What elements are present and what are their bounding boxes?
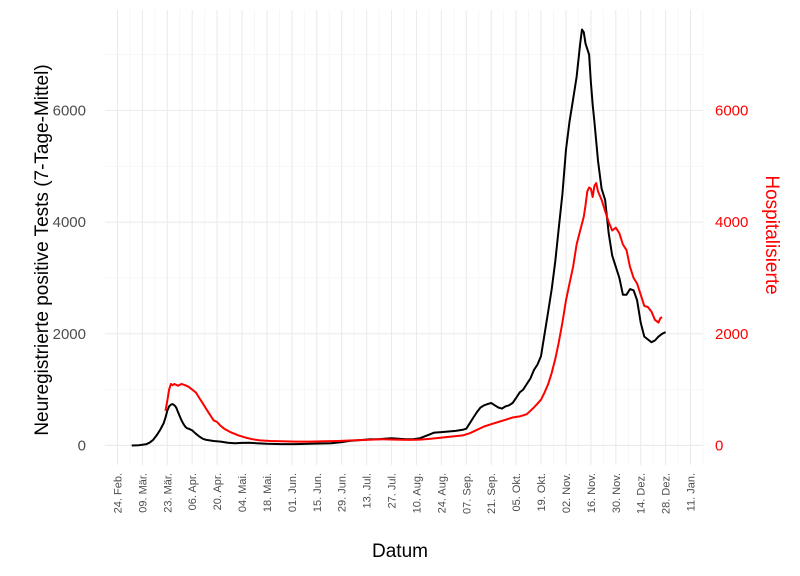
- y-tick-label: 0: [78, 437, 86, 454]
- series-lines: [131, 28, 667, 447]
- x-tick-label: 21. Sep.: [486, 473, 498, 514]
- x-axis: 24. Feb. 09. Mär. 23. Mär. 06. Apr. 20. Apr.…: [112, 473, 697, 514]
- x-tick-label: 07. Sep.: [461, 473, 473, 514]
- x-tick-label: 19. Okt.: [536, 473, 548, 512]
- grid: [105, 10, 704, 465]
- y-axis-left: 0 2000 4000 6000: [53, 102, 86, 454]
- x-tick-label: 11. Jan.: [686, 473, 698, 511]
- x-axis-title: Datum: [372, 541, 428, 562]
- x-tick-label: 28. Dez.: [661, 473, 673, 514]
- y-axis-right: 0 2000 4000 6000: [715, 102, 748, 454]
- y2-tick-label: 2000: [715, 326, 748, 343]
- x-tick-label: 04. Mai.: [237, 473, 249, 512]
- x-tick-label: 02. Nov.: [561, 473, 573, 513]
- x-tick-label: 27. Jul.: [387, 473, 399, 508]
- x-tick-label: 01. Jun.: [287, 473, 299, 512]
- y-tick-label: 6000: [53, 102, 86, 119]
- x-tick-label: 10. Aug.: [411, 473, 423, 513]
- y2-tick-label: 0: [715, 437, 723, 454]
- x-tick-label: 09. Mär.: [137, 473, 149, 513]
- y2-tick-label: 6000: [715, 102, 748, 119]
- x-tick-label: 24. Feb.: [112, 473, 124, 513]
- x-tick-label: 29. Jun.: [337, 473, 349, 512]
- x-tick-label: 06. Apr.: [187, 473, 199, 510]
- y2-tick-label: 4000: [715, 214, 748, 231]
- x-tick-label: 23. Mär.: [162, 473, 174, 513]
- y-tick-label: 2000: [53, 326, 86, 343]
- x-tick-label: 14. Dez.: [636, 473, 648, 514]
- y-tick-label: 4000: [53, 214, 86, 231]
- series-line-right: [164, 182, 663, 443]
- x-tick-label: 18. Mai.: [262, 473, 274, 512]
- x-tick-label: 13. Jul.: [362, 473, 374, 508]
- x-tick-label: 05. Okt.: [511, 473, 523, 512]
- series-line-left: [131, 28, 667, 447]
- x-tick-label: 16. Nov.: [586, 473, 598, 513]
- x-tick-label: 20. Apr.: [212, 473, 224, 510]
- y2-axis-title: Hospitalisierte: [761, 175, 782, 294]
- x-tick-label: 15. Jun.: [312, 473, 324, 512]
- y-axis-title: Neuregistrierte positive Tests (7-Tage-M…: [32, 64, 53, 435]
- x-tick-label: 30. Nov.: [611, 473, 623, 513]
- x-tick-label: 24. Aug.: [436, 473, 448, 513]
